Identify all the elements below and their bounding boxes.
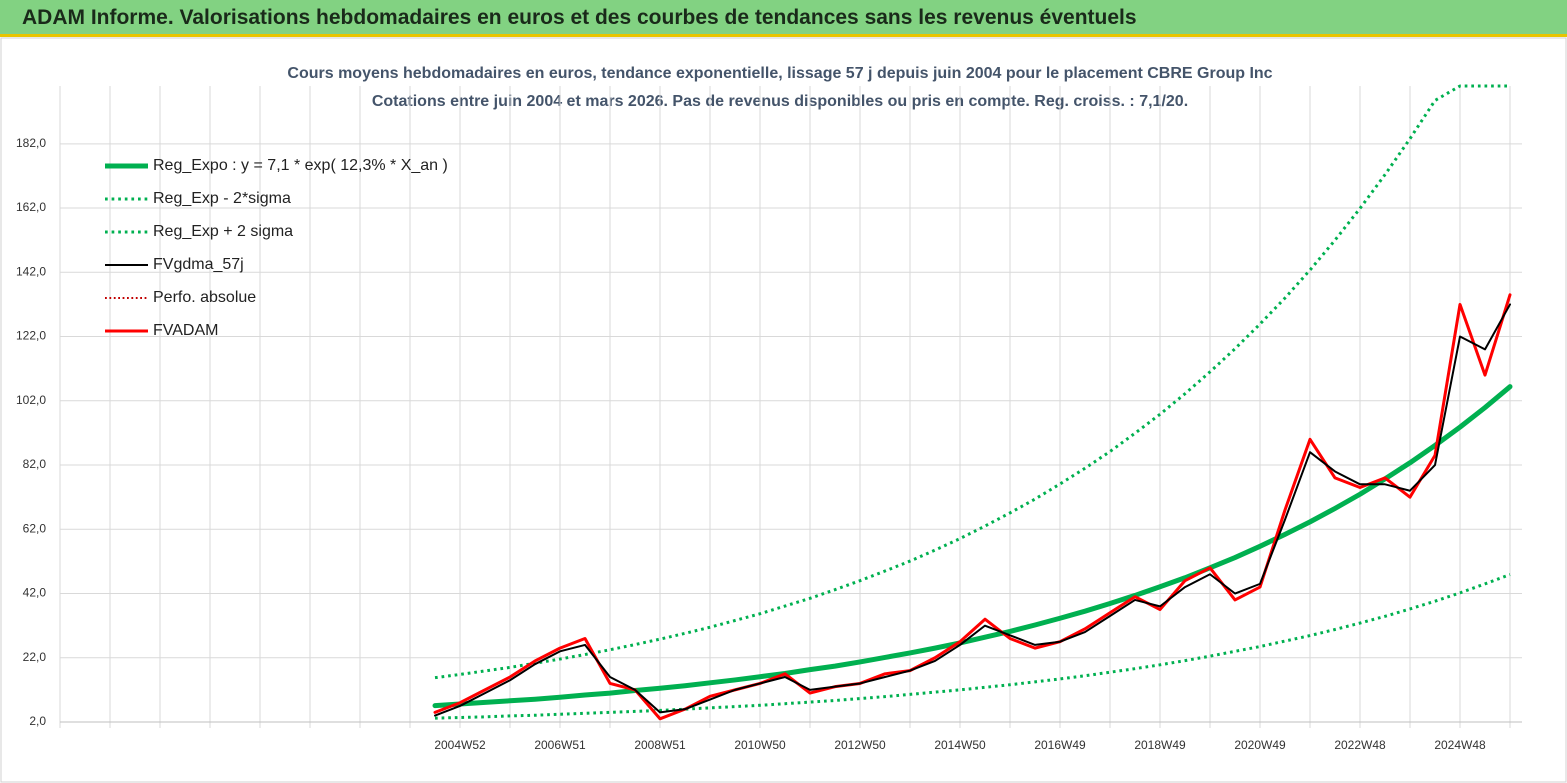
series-line [434,84,1510,680]
x-tick-label: 2006W51 [534,738,586,752]
x-tick-label: 2004W52 [434,738,486,752]
legend-label: FVgdma_57j [153,256,244,273]
legend-label: Reg_Exp - 2*sigma [153,190,291,207]
y-tick-label: 2,0 [29,714,46,728]
header-title: ADAM Informe. Valorisations hebdomadaire… [22,6,1137,29]
chart-subtitle: Cotations entre juin 2004 et mars 2026. … [372,93,1188,110]
header: ADAM Informe. Valorisations hebdomadaire… [0,0,1567,37]
x-tick-label: 2010W50 [734,738,786,752]
chart-title: Cours moyens hebdomadaires en euros, ten… [287,65,1272,82]
x-tick-label: 2016W49 [1034,738,1086,752]
legend-label: Reg_Exp + 2 sigma [153,223,293,240]
y-tick-label: 82,0 [23,457,47,471]
y-tick-label: 42,0 [23,586,47,600]
x-tick-label: 2008W51 [634,738,686,752]
legend-label: FVADAM [153,322,218,339]
x-tick-label: 2018W49 [1134,738,1186,752]
legend-label: Perfo. absolue [153,289,256,306]
x-tick-label: 2012W50 [834,738,886,752]
x-tick-label: 2020W49 [1234,738,1286,752]
series-line [432,384,1513,709]
y-tick-label: 62,0 [23,521,47,535]
y-tick-label: 162,0 [16,200,46,214]
y-tick-label: 182,0 [16,136,46,150]
series-line [434,294,1511,720]
x-tick-label: 2024W48 [1434,738,1486,752]
y-tick-label: 22,0 [23,650,47,664]
legend-label: Reg_Expo : y = 7,1 * exp( 12,3% * X_an ) [153,157,448,174]
y-tick-label: 102,0 [16,393,46,407]
chart: Cours moyens hebdomadaires en euros, ten… [0,37,1567,783]
y-tick-label: 142,0 [16,264,46,278]
x-tick-label: 2014W50 [934,738,986,752]
y-tick-label: 122,0 [16,329,46,343]
chart-frame [0,37,1567,783]
series-line [433,293,1512,721]
series-line [434,303,1511,717]
x-tick-label: 2022W48 [1334,738,1386,752]
series-line [434,573,1511,720]
